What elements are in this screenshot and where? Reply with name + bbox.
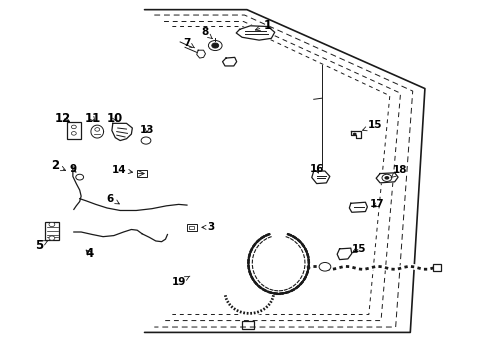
- Text: 14: 14: [111, 165, 132, 175]
- Polygon shape: [348, 202, 366, 212]
- Text: 11: 11: [84, 112, 101, 125]
- Polygon shape: [196, 50, 205, 58]
- Text: 3: 3: [202, 222, 215, 232]
- Bar: [242, 321, 254, 329]
- Text: 13: 13: [140, 125, 154, 135]
- Polygon shape: [222, 57, 236, 66]
- Circle shape: [352, 133, 356, 135]
- Bar: [137, 170, 147, 177]
- Text: 19: 19: [171, 276, 189, 287]
- Circle shape: [49, 236, 55, 240]
- Circle shape: [71, 125, 76, 129]
- Text: 16: 16: [309, 164, 323, 174]
- Circle shape: [71, 132, 76, 135]
- Polygon shape: [311, 171, 329, 184]
- Text: 15: 15: [362, 121, 382, 131]
- Circle shape: [95, 128, 100, 131]
- Circle shape: [208, 41, 222, 50]
- Text: 15: 15: [351, 244, 366, 254]
- Circle shape: [319, 262, 330, 271]
- Bar: [189, 226, 194, 229]
- Circle shape: [76, 174, 83, 180]
- Text: 5: 5: [35, 239, 47, 252]
- Polygon shape: [336, 248, 351, 260]
- Text: 7: 7: [183, 38, 194, 48]
- Bar: [186, 224, 196, 231]
- Text: 17: 17: [369, 199, 384, 210]
- Polygon shape: [112, 123, 132, 140]
- Bar: [432, 264, 441, 271]
- Text: 8: 8: [201, 27, 212, 39]
- Text: 10: 10: [107, 112, 123, 125]
- Text: 1: 1: [255, 19, 271, 32]
- Text: 18: 18: [390, 165, 407, 178]
- Circle shape: [211, 43, 218, 48]
- Bar: [45, 222, 59, 240]
- Polygon shape: [236, 26, 274, 40]
- Circle shape: [49, 222, 55, 226]
- Circle shape: [141, 137, 151, 144]
- Polygon shape: [375, 173, 397, 183]
- Circle shape: [381, 174, 391, 181]
- Circle shape: [384, 176, 388, 180]
- Text: 2: 2: [51, 159, 65, 172]
- Text: 6: 6: [106, 194, 119, 204]
- Text: 9: 9: [69, 164, 76, 174]
- Polygon shape: [91, 125, 103, 138]
- Text: 12: 12: [55, 112, 71, 125]
- Bar: [67, 122, 81, 139]
- Text: 4: 4: [85, 247, 93, 260]
- Polygon shape: [350, 131, 360, 138]
